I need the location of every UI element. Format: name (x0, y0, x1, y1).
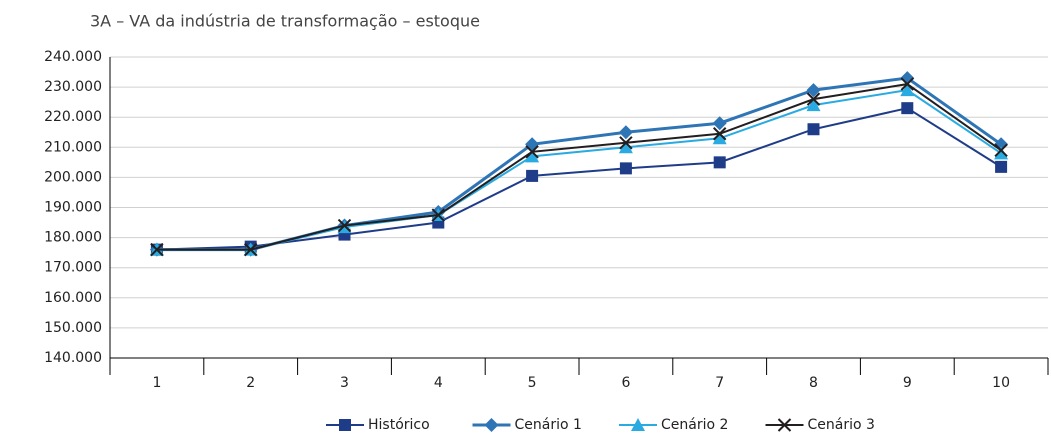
legend-label: Cenário 3 (808, 417, 875, 433)
series-line (156, 76, 1002, 252)
x-tick-label: 6 (621, 375, 630, 391)
data-point (337, 218, 352, 233)
y-tick-label: 140.000 (44, 350, 102, 366)
data-point (525, 149, 540, 163)
x-tick-label: 10 (992, 375, 1010, 391)
data-point (901, 102, 914, 115)
data-point (618, 125, 633, 140)
y-tick-label: 160.000 (44, 290, 102, 306)
y-tick-label: 230.000 (44, 79, 102, 95)
x-tick-label: 5 (528, 375, 537, 391)
data-point (150, 242, 164, 257)
data-point (994, 143, 1008, 158)
data-point (806, 98, 821, 112)
y-tick-label: 240.000 (44, 49, 102, 65)
legend-marker (339, 419, 351, 431)
data-point (618, 140, 633, 154)
y-tick-label: 180.000 (44, 230, 102, 246)
y-tick-label: 210.000 (44, 139, 102, 155)
legend-marker (631, 418, 645, 431)
legend-marker (484, 418, 499, 432)
data-point (619, 136, 633, 150)
x-tick-label: 1 (152, 375, 161, 391)
series-line (156, 107, 1002, 251)
data-point (713, 156, 726, 169)
data-point (712, 131, 727, 145)
data-point (806, 83, 821, 98)
x-tick-label: 7 (715, 375, 724, 391)
data-point (712, 127, 727, 141)
chart-title: 3A – VA da indústria de transformação – … (90, 12, 480, 31)
y-tick-label: 200.000 (44, 169, 102, 185)
series-line (156, 89, 1002, 251)
data-point (807, 123, 820, 136)
y-tick-label: 190.000 (44, 200, 102, 216)
x-tick-label: 3 (340, 375, 349, 391)
data-point (243, 242, 258, 257)
legend-label: Cenário 1 (515, 417, 582, 433)
data-point (712, 116, 727, 131)
legend-marker (777, 418, 792, 432)
y-tick-label: 170.000 (44, 260, 102, 276)
data-point (806, 92, 821, 106)
data-point (526, 169, 539, 182)
data-point (900, 83, 915, 97)
legend-label: Histórico (368, 417, 430, 433)
x-tick-label: 2 (246, 375, 255, 391)
data-point (431, 208, 446, 222)
x-tick-label: 9 (903, 375, 912, 391)
data-point (995, 160, 1008, 173)
series-line (156, 83, 1002, 251)
x-tick-label: 4 (434, 375, 443, 391)
y-tick-label: 220.000 (44, 109, 102, 125)
data-point (900, 77, 915, 91)
y-tick-label: 150.000 (44, 320, 102, 336)
legend-label: Cenário 2 (661, 417, 728, 433)
x-tick-label: 8 (809, 375, 818, 391)
data-point (619, 162, 632, 175)
data-point (994, 146, 1009, 160)
data-point (525, 145, 539, 159)
